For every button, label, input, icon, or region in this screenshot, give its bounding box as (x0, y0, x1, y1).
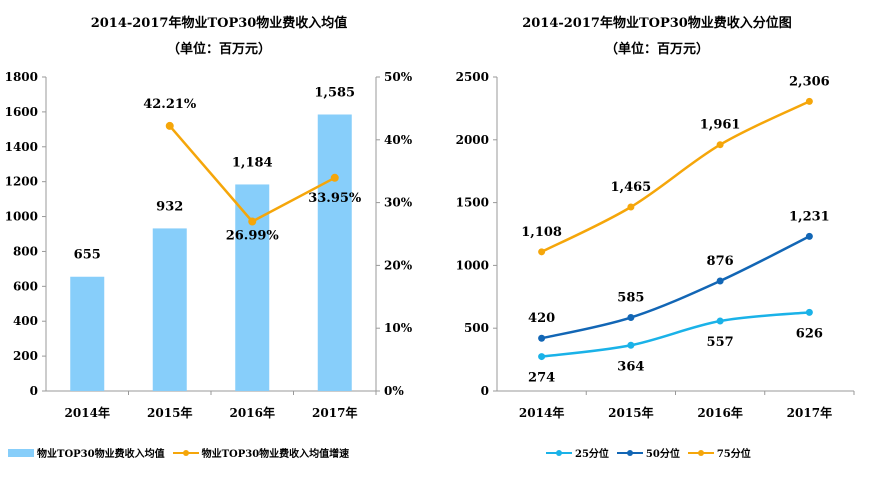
y-tick-label: 1200 (5, 175, 38, 189)
x-tick-label: 2015年 (608, 405, 653, 420)
series-value-label: 876 (707, 254, 734, 269)
bar-value-label: 932 (156, 199, 183, 214)
series-point (627, 341, 635, 349)
growth-point (248, 217, 257, 226)
series-point (627, 314, 635, 322)
legend-item-p25: 25分位 (546, 445, 609, 460)
legend-bar-swatch (8, 448, 34, 457)
y2-tick-label: 0% (384, 384, 404, 398)
series-value-label: 1,108 (521, 225, 562, 240)
right-chart-subtitle: （单位：百万元） (604, 42, 709, 57)
series-line-1 (541, 311, 810, 358)
series-value-label: 557 (707, 335, 734, 350)
series-line-3 (541, 100, 810, 253)
right-chart-legend: 25分位 50分位 75分位 (546, 445, 759, 460)
series-point (627, 203, 635, 211)
y-tick-label: 2500 (456, 70, 489, 84)
legend-item-p50: 50分位 (616, 445, 680, 460)
series-point (716, 277, 724, 285)
series-point (716, 317, 724, 325)
bar (152, 228, 187, 391)
series-value-label: 1,961 (700, 118, 741, 133)
series-point (538, 248, 546, 256)
x-tick-label: 2014年 (65, 405, 110, 420)
y2-tick-label: 50% (384, 70, 413, 84)
legend-line-label: 物业TOP30物业费收入均值增速 (201, 449, 350, 460)
y2-tick-label: 40% (384, 133, 413, 147)
y-tick-label: 500 (464, 321, 489, 335)
y-tick-label: 1000 (456, 258, 489, 272)
x-tick-label: 2016年 (230, 405, 275, 420)
legend-item-line: 物业TOP30物业费收入均值增速 (172, 445, 350, 460)
legend-p75-swatch (687, 448, 714, 458)
legend-bar-label: 物业TOP30物业费收入均值 (37, 449, 165, 460)
left-chart-plot: 0 200 400 600 800 1000 1200 1400 1600 1800 0% 10% 20… (5, 70, 413, 420)
y2-tick-label: 10% (384, 321, 413, 335)
series-value-label: 585 (617, 291, 644, 306)
legend-p25-swatch (546, 448, 572, 458)
y-tick-label: 1400 (5, 140, 38, 154)
bar (70, 276, 105, 391)
left-chart: 2014-2017年物业TOP30物业费收入均值 （单位：百万元） 0 200 40… (5, 16, 413, 460)
left-chart-legend: 物业TOP30物业费收入均值 物业TOP30物业费收入均值增速 (8, 445, 357, 460)
series-value-label: 2,306 (789, 74, 830, 89)
right-chart-plot: 0 500 1000 1500 2000 2500 2014年 2015年 2016年 2017年… (456, 70, 855, 420)
growth-point (330, 173, 339, 182)
series-point (538, 353, 546, 361)
y-tick-label: 400 (13, 314, 38, 328)
series-value-label: 1,231 (789, 209, 830, 224)
y-tick-label: 200 (13, 349, 38, 363)
bar-value-label: 1,585 (314, 86, 355, 101)
legend-p75-label: 75分位 (716, 449, 751, 460)
x-tick-label: 2016年 (697, 405, 742, 420)
left-chart-title: 2014-2017年物业TOP30物业费收入均值 (90, 16, 348, 31)
legend-p25-label: 25分位 (575, 449, 609, 460)
legend-line-swatch (172, 448, 199, 458)
y2-tick-label: 30% (384, 196, 413, 210)
y-tick-label: 1000 (5, 210, 38, 224)
y-tick-label: 0 (30, 384, 38, 398)
series-value-label: 364 (617, 359, 644, 374)
bar-value-label: 1,184 (232, 155, 273, 170)
y-tick-label: 600 (13, 279, 38, 293)
growth-point (165, 121, 174, 130)
x-tick-label: 2017年 (312, 405, 357, 420)
y-tick-label: 2000 (456, 133, 489, 147)
legend-item-bar: 物业TOP30物业费收入均值 (8, 445, 165, 460)
y2-tick-label: 20% (384, 258, 413, 272)
growth-value-label: 26.99% (226, 229, 280, 244)
right-chart: 2014-2017年物业TOP30物业费收入分位图 （单位：百万元） 0 500 1… (438, 0, 876, 500)
legend-p50-swatch (616, 448, 643, 458)
y-tick-label: 1600 (5, 105, 38, 119)
series-point (538, 334, 546, 342)
y-tick-label: 1500 (456, 196, 489, 210)
x-tick-label: 2017年 (787, 405, 832, 420)
x-tick-label: 2014年 (519, 405, 564, 420)
y-tick-label: 800 (13, 244, 38, 258)
growth-value-label: 33.95% (308, 191, 362, 206)
x-tick-label: 2015年 (147, 405, 192, 420)
growth-value-label: 42.21% (143, 97, 197, 112)
series-point (716, 141, 724, 149)
y-tick-label: 0 (481, 384, 489, 398)
series-value-label: 626 (796, 326, 823, 341)
right-chart-title: 2014-2017年物业TOP30物业费收入分位图 (522, 16, 792, 31)
bar (317, 114, 352, 391)
series-value-label: 420 (528, 311, 555, 326)
y-tick-label: 1800 (5, 70, 38, 84)
left-chart-subtitle: （单位：百万元） (166, 42, 271, 57)
series-line-2 (541, 235, 810, 340)
bar-value-label: 655 (74, 248, 101, 263)
legend-item-p75: 75分位 (687, 445, 751, 460)
series-point (805, 232, 813, 240)
series-point (805, 97, 813, 105)
legend-p50-label: 50分位 (645, 449, 680, 460)
series-value-label: 274 (528, 371, 555, 386)
series-value-label: 1,465 (611, 180, 652, 195)
series-point (805, 308, 813, 316)
